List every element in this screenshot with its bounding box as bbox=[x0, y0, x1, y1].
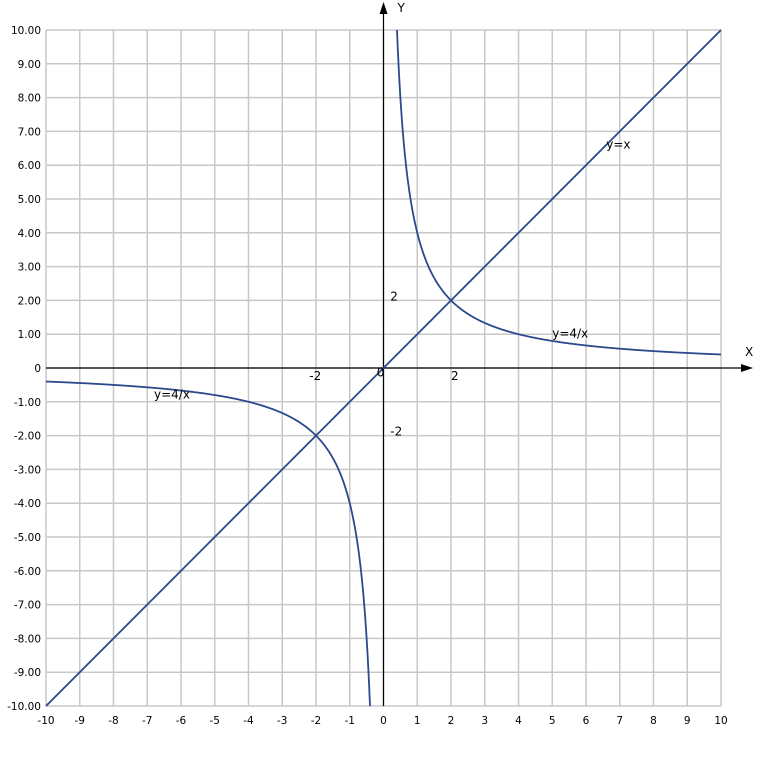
x-tick-label: 8 bbox=[650, 715, 657, 727]
x-tick-label: 3 bbox=[481, 715, 488, 727]
y-tick-label: 7.00 bbox=[18, 126, 41, 138]
x-tick-label: -7 bbox=[142, 715, 152, 727]
y-tick-label: -8.00 bbox=[14, 633, 41, 645]
x-tick-label: -2 bbox=[311, 715, 321, 727]
y-tick-label: -6.00 bbox=[14, 566, 41, 578]
y-tick-label: 6.00 bbox=[18, 160, 41, 172]
x-tick-label: 1 bbox=[414, 715, 421, 727]
y-tick-label: -5.00 bbox=[14, 532, 41, 544]
x-tick-label: -6 bbox=[176, 715, 187, 727]
x-tick-label: -4 bbox=[243, 715, 254, 727]
curves bbox=[45, 29, 722, 707]
x-tick-label: -9 bbox=[75, 715, 85, 727]
x-tick-label: -3 bbox=[277, 715, 287, 727]
x-tick-label: 2 bbox=[448, 715, 455, 727]
x-tick-label: 7 bbox=[616, 715, 623, 727]
x-tick-label: -1 bbox=[345, 715, 355, 727]
y-tick-label: 1.00 bbox=[18, 329, 41, 341]
annotation-label: y=4/x bbox=[552, 327, 588, 341]
y-tick-label: -9.00 bbox=[14, 667, 41, 679]
annotation-label: y=x bbox=[606, 137, 630, 151]
annotation-label: 0 bbox=[377, 365, 385, 379]
y-tick-label: -7.00 bbox=[14, 600, 41, 612]
x-tick-label: -8 bbox=[108, 715, 118, 727]
y-tick-label: -2.00 bbox=[14, 431, 41, 443]
y-tick-label: 4.00 bbox=[18, 228, 41, 240]
series-line-2 bbox=[45, 380, 371, 707]
annotation-label: 2 bbox=[390, 289, 398, 303]
y-tick-label: -1.00 bbox=[14, 397, 41, 409]
y-tick-label: 5.00 bbox=[18, 194, 41, 206]
annotation-label: 2 bbox=[451, 369, 459, 383]
x-axis-arrow bbox=[741, 364, 753, 372]
y-tick-label: 8.00 bbox=[18, 93, 41, 105]
y-tick-label: -10.00 bbox=[7, 701, 41, 713]
x-tick-label: -5 bbox=[210, 715, 220, 727]
y-axis-label: Y bbox=[397, 1, 406, 15]
x-tick-label: 6 bbox=[583, 715, 590, 727]
y-tick-label: -4.00 bbox=[14, 498, 41, 510]
axes: XY bbox=[46, 1, 753, 706]
y-tick-label: 3.00 bbox=[18, 262, 41, 274]
series-line-1 bbox=[396, 29, 722, 356]
x-tick-label: 5 bbox=[549, 715, 556, 727]
annotations: y=x y=4/x y=4/x 2 -2 -2 2 0 bbox=[154, 137, 631, 438]
y-tick-label: 10.00 bbox=[11, 25, 41, 37]
annotation-label: y=4/x bbox=[154, 387, 190, 401]
x-tick-label: 9 bbox=[684, 715, 691, 727]
x-tick-label: -10 bbox=[37, 715, 54, 727]
y-tick-label: 9.00 bbox=[18, 59, 41, 71]
tick-labels: -10 -9 -8 -7 -6 -5 -4 -3 -2 -1 0 1 2 3 4 5 6 7 8 9 1010.009.… bbox=[7, 25, 728, 727]
y-tick-label: 0 bbox=[34, 363, 41, 375]
x-tick-label: 4 bbox=[515, 715, 522, 727]
annotation-label: -2 bbox=[390, 425, 402, 439]
x-tick-label: 0 bbox=[380, 715, 387, 727]
x-tick-label: 10 bbox=[714, 715, 727, 727]
series-line-0 bbox=[45, 29, 722, 707]
y-tick-label: 2.00 bbox=[18, 295, 41, 307]
annotation-label: -2 bbox=[309, 369, 321, 383]
y-axis-arrow bbox=[379, 2, 388, 14]
x-axis-label: X bbox=[745, 345, 753, 359]
y-tick-label: -3.00 bbox=[14, 464, 41, 476]
